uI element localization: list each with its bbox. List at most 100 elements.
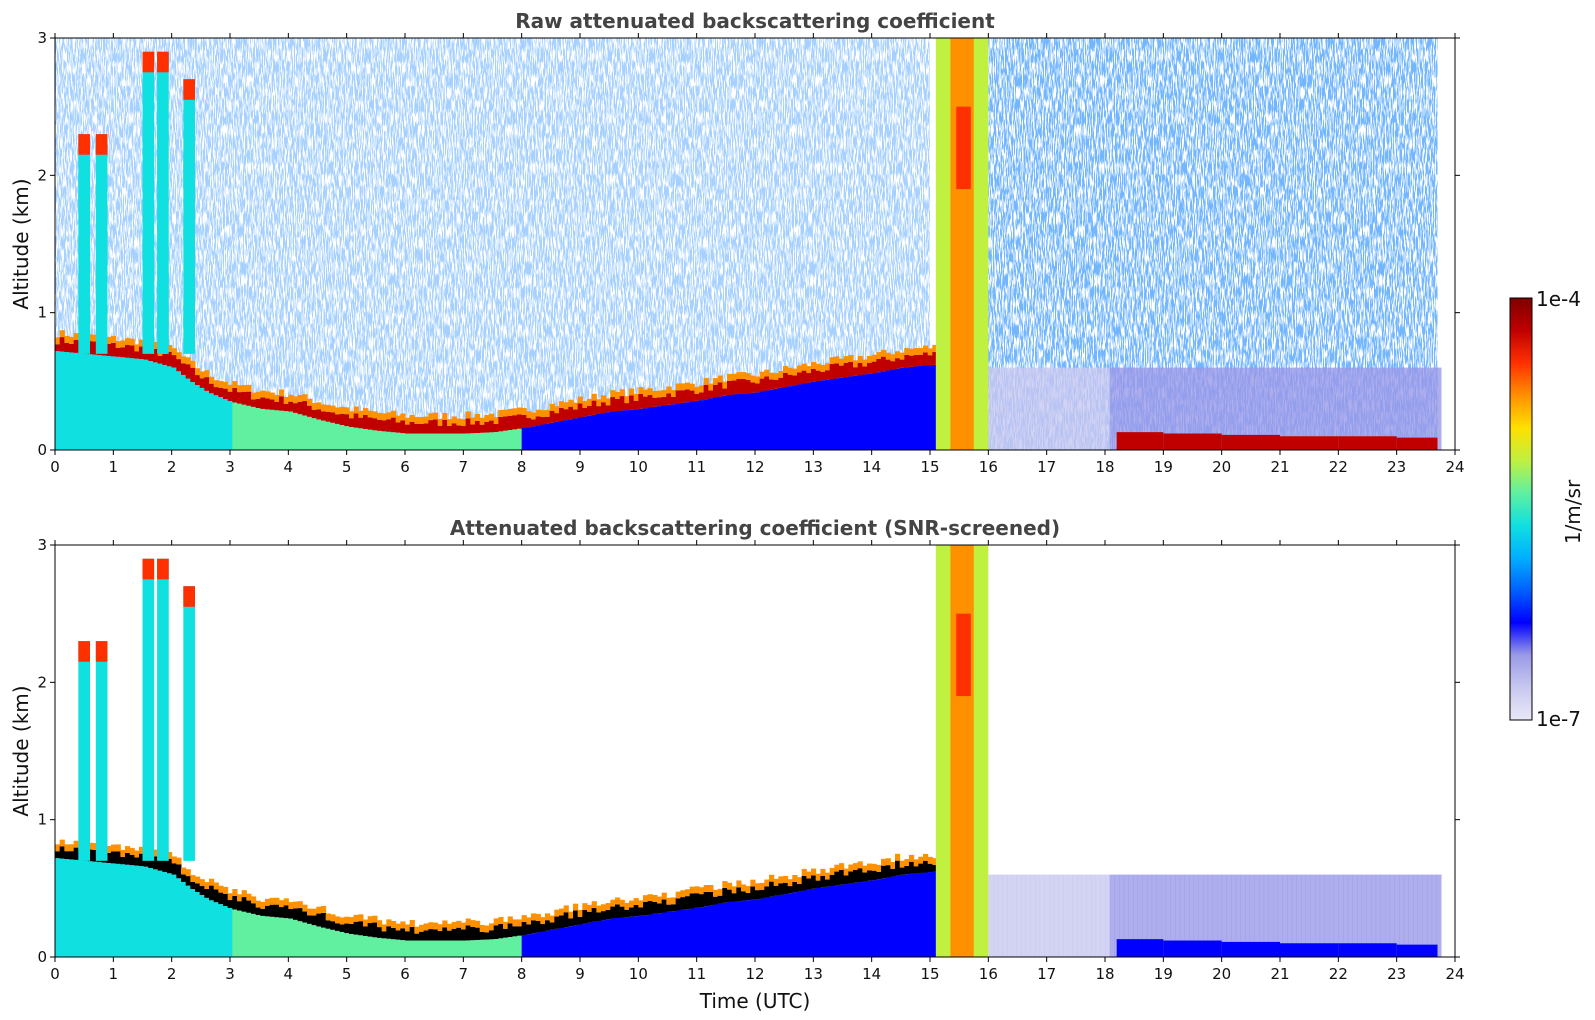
boundary-layer-cell <box>577 417 583 450</box>
boundary-layer-cell <box>465 433 471 450</box>
layer-edge-cell <box>610 390 616 398</box>
layer-edge-cell <box>106 336 112 344</box>
boundary-layer-cell <box>615 917 621 957</box>
layer-top-cell <box>311 409 317 419</box>
boundary-layer-cell <box>769 389 775 450</box>
boundary-layer-cell <box>1212 874 1218 957</box>
layer-edge-cell <box>395 415 401 423</box>
layer-top-cell <box>540 417 546 425</box>
layer-top-cell <box>657 397 663 407</box>
layer-top-cell <box>321 912 327 928</box>
boundary-layer-cell <box>722 902 728 957</box>
boundary-layer-cell <box>297 921 303 957</box>
x-tick-label: 22 <box>1329 965 1348 983</box>
layer-edge-cell <box>857 861 863 869</box>
boundary-layer-cell <box>358 935 364 957</box>
layer-top-cell <box>661 396 667 406</box>
boundary-layer-cell <box>1431 367 1437 450</box>
boundary-layer-cell <box>1207 874 1213 957</box>
layer-top-cell <box>353 921 359 935</box>
boundary-layer-cell <box>367 429 373 450</box>
boundary-layer-cell <box>535 932 541 957</box>
boundary-layer-cell <box>1021 874 1027 957</box>
layer-edge-cell <box>587 398 593 406</box>
layer-edge-cell <box>909 348 915 356</box>
layer-edge-cell <box>890 861 896 869</box>
boundary-layer-cell <box>1231 874 1237 957</box>
boundary-layer-cell <box>279 410 285 450</box>
layer-top-cell <box>666 904 672 912</box>
y-axis-label: Altitude (km) <box>9 178 33 309</box>
boundary-layer-cell <box>1165 367 1171 450</box>
layer-top-cell <box>335 414 341 424</box>
layer-top-cell <box>153 348 159 363</box>
boundary-layer-cell <box>475 432 481 450</box>
boundary-layer-cell <box>185 885 191 957</box>
x-tick-label: 8 <box>517 965 527 983</box>
layer-top-cell <box>615 398 621 411</box>
boundary-layer-cell <box>1184 874 1190 957</box>
boundary-layer-cell <box>143 866 149 957</box>
cloud-column <box>142 558 155 861</box>
layer-edge-cell <box>666 386 672 394</box>
layer-top-cell <box>274 401 280 411</box>
x-tick-label: 1 <box>109 458 119 476</box>
layer-edge-cell <box>685 382 691 390</box>
layer-edge-cell <box>862 865 868 873</box>
boundary-layer-cell <box>498 938 504 957</box>
layer-edge-cell <box>363 919 369 927</box>
layer-edge-cell <box>624 396 630 404</box>
boundary-layer-cell <box>260 915 266 957</box>
boundary-layer-cell <box>283 411 289 450</box>
layer-edge-cell <box>358 410 364 418</box>
boundary-layer-cell <box>750 899 756 957</box>
layer-top-cell <box>876 358 882 373</box>
boundary-layer-cell <box>1030 874 1036 957</box>
boundary-layer-cell <box>601 920 607 957</box>
boundary-layer-cell <box>1413 367 1419 450</box>
layer-edge-cell <box>876 864 882 872</box>
x-tick-label: 3 <box>225 458 235 476</box>
layer-top-cell <box>783 372 789 388</box>
layer-top-cell <box>853 367 859 376</box>
layer-top-cell <box>447 930 453 941</box>
boundary-layer-cell <box>1399 367 1405 450</box>
layer-top-cell <box>843 875 849 885</box>
surface-layer-cell <box>1338 943 1397 957</box>
boundary-layer-cell <box>195 384 201 450</box>
layer-edge-cell <box>461 419 467 427</box>
layer-top-cell <box>185 876 191 886</box>
boundary-layer-cell <box>549 929 555 957</box>
layer-edge-cell <box>717 375 723 383</box>
layer-edge-cell <box>801 363 807 371</box>
boundary-layer-cell <box>409 940 415 957</box>
layer-edge-cell <box>456 920 462 928</box>
layer-top-cell <box>451 928 457 941</box>
layer-edge-cell <box>927 856 933 864</box>
cloud-column <box>157 51 169 354</box>
layer-edge-cell <box>773 373 779 381</box>
boundary-layer-cell <box>1002 367 1008 450</box>
layer-top-cell <box>582 407 588 417</box>
boundary-layer-cell <box>251 913 257 957</box>
surface-layer-cell <box>1116 939 1164 957</box>
layer-top-cell <box>339 413 345 426</box>
layer-edge-cell <box>353 914 359 922</box>
layer-edge-cell <box>932 344 938 352</box>
x-tick-label: 11 <box>687 965 706 983</box>
layer-top-cell <box>218 387 224 398</box>
boundary-layer-cell <box>834 378 840 450</box>
boundary-layer-cell <box>764 897 770 957</box>
boundary-layer-cell <box>120 864 126 957</box>
layer-edge-cell <box>269 392 275 400</box>
layer-edge-cell <box>73 333 79 341</box>
layer-top-cell <box>297 908 303 922</box>
layer-edge-cell <box>213 380 219 388</box>
boundary-layer-cell <box>815 888 821 957</box>
layer-top-cell <box>694 893 700 908</box>
layer-top-cell <box>456 927 462 941</box>
boundary-layer-cell <box>1319 367 1325 450</box>
boundary-layer-cell <box>629 409 635 450</box>
layer-edge-cell <box>246 384 252 392</box>
layer-top-cell <box>573 910 579 926</box>
